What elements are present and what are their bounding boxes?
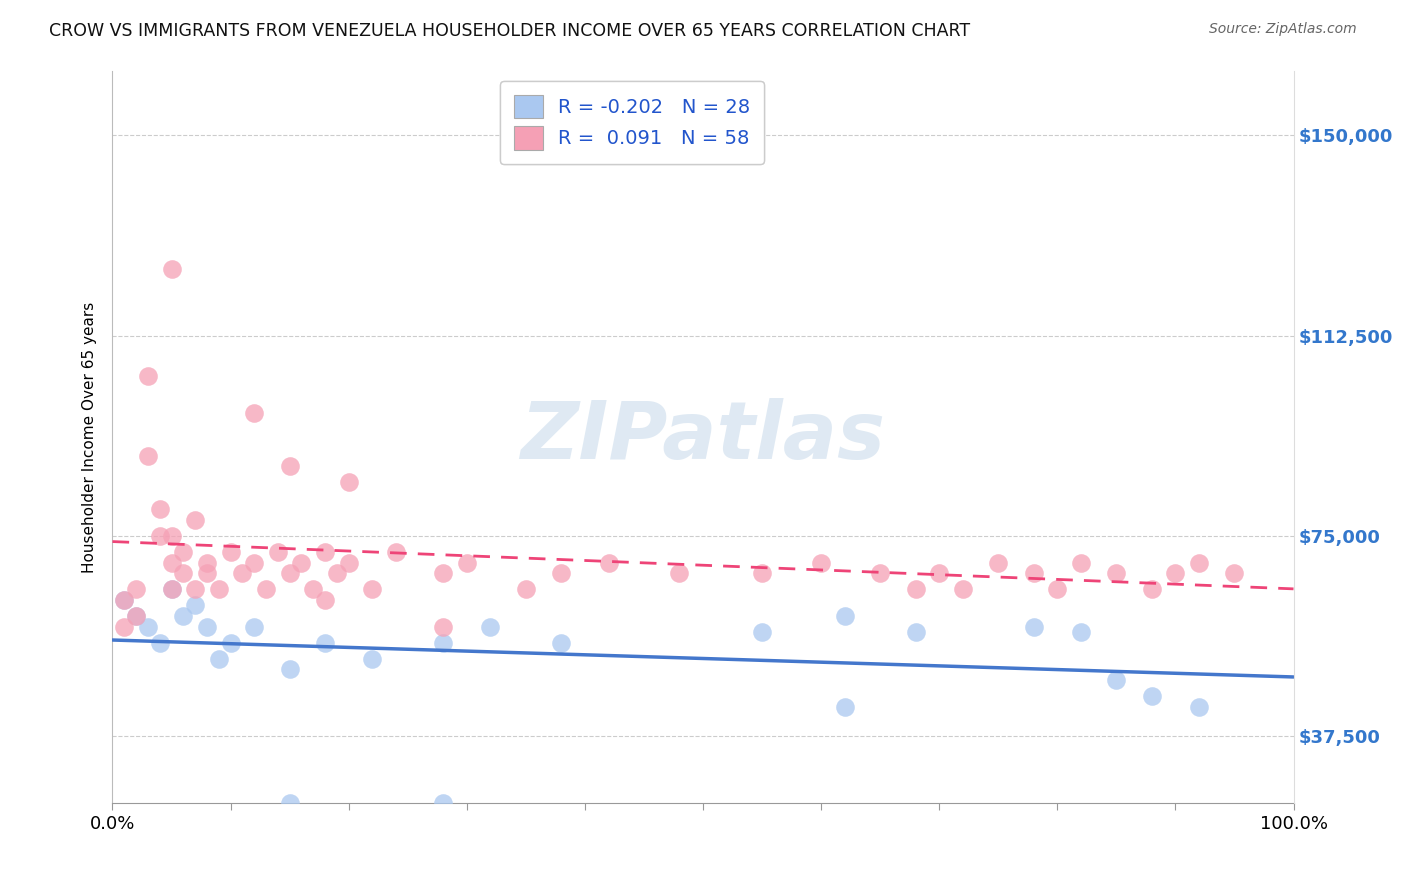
Point bbox=[125, 609, 148, 624]
Point bbox=[160, 556, 183, 570]
Point bbox=[361, 651, 384, 665]
Point bbox=[432, 635, 454, 649]
Point bbox=[904, 582, 927, 597]
Point bbox=[314, 545, 336, 559]
Legend: R = -0.202   N = 28, R =  0.091   N = 58: R = -0.202 N = 28, R = 0.091 N = 58 bbox=[501, 81, 765, 163]
Point bbox=[243, 556, 266, 570]
Text: Source: ZipAtlas.com: Source: ZipAtlas.com bbox=[1209, 22, 1357, 37]
Point bbox=[160, 582, 183, 597]
Point bbox=[456, 556, 478, 570]
Point bbox=[1188, 699, 1211, 714]
Point bbox=[1105, 673, 1128, 687]
Point bbox=[432, 619, 454, 633]
Point bbox=[184, 513, 207, 527]
Point bbox=[1046, 582, 1069, 597]
Point bbox=[231, 566, 253, 581]
Point bbox=[136, 449, 159, 463]
Point bbox=[1022, 619, 1045, 633]
Point bbox=[1140, 689, 1163, 703]
Point bbox=[219, 635, 242, 649]
Point bbox=[479, 619, 502, 633]
Point bbox=[515, 582, 537, 597]
Point bbox=[278, 566, 301, 581]
Point bbox=[278, 662, 301, 676]
Point bbox=[208, 582, 231, 597]
Point bbox=[278, 459, 301, 474]
Point bbox=[810, 556, 832, 570]
Point bbox=[869, 566, 891, 581]
Point bbox=[243, 406, 266, 420]
Point bbox=[195, 556, 218, 570]
Point bbox=[172, 566, 194, 581]
Point bbox=[125, 609, 148, 624]
Point bbox=[550, 635, 572, 649]
Point bbox=[195, 566, 218, 581]
Point bbox=[1164, 566, 1187, 581]
Point bbox=[751, 624, 773, 639]
Point bbox=[1070, 556, 1092, 570]
Point bbox=[337, 475, 360, 490]
Point bbox=[290, 556, 312, 570]
Point bbox=[136, 368, 159, 383]
Point bbox=[314, 593, 336, 607]
Point bbox=[149, 502, 172, 516]
Point bbox=[385, 545, 408, 559]
Point bbox=[1022, 566, 1045, 581]
Point bbox=[668, 566, 690, 581]
Point bbox=[278, 796, 301, 810]
Point bbox=[149, 635, 172, 649]
Point bbox=[598, 556, 620, 570]
Point bbox=[208, 651, 231, 665]
Point bbox=[149, 529, 172, 543]
Point bbox=[172, 545, 194, 559]
Point bbox=[195, 619, 218, 633]
Point bbox=[112, 619, 135, 633]
Point bbox=[112, 593, 135, 607]
Point bbox=[314, 635, 336, 649]
Point bbox=[184, 599, 207, 613]
Point bbox=[1188, 556, 1211, 570]
Point bbox=[302, 582, 325, 597]
Point bbox=[160, 582, 183, 597]
Point bbox=[326, 566, 349, 581]
Point bbox=[160, 529, 183, 543]
Point bbox=[172, 609, 194, 624]
Point bbox=[904, 624, 927, 639]
Point bbox=[254, 582, 277, 597]
Point bbox=[928, 566, 950, 581]
Point bbox=[337, 556, 360, 570]
Point bbox=[1105, 566, 1128, 581]
Point bbox=[432, 566, 454, 581]
Point bbox=[987, 556, 1010, 570]
Point bbox=[267, 545, 290, 559]
Point bbox=[125, 582, 148, 597]
Point bbox=[160, 261, 183, 276]
Y-axis label: Householder Income Over 65 years: Householder Income Over 65 years bbox=[82, 301, 97, 573]
Point bbox=[834, 699, 856, 714]
Point bbox=[136, 619, 159, 633]
Point bbox=[1140, 582, 1163, 597]
Point bbox=[1223, 566, 1246, 581]
Point bbox=[1070, 624, 1092, 639]
Point bbox=[952, 582, 974, 597]
Point bbox=[751, 566, 773, 581]
Point bbox=[112, 593, 135, 607]
Point bbox=[243, 619, 266, 633]
Point bbox=[184, 582, 207, 597]
Point bbox=[834, 609, 856, 624]
Point bbox=[361, 582, 384, 597]
Point bbox=[550, 566, 572, 581]
Text: CROW VS IMMIGRANTS FROM VENEZUELA HOUSEHOLDER INCOME OVER 65 YEARS CORRELATION C: CROW VS IMMIGRANTS FROM VENEZUELA HOUSEH… bbox=[49, 22, 970, 40]
Point bbox=[219, 545, 242, 559]
Point bbox=[432, 796, 454, 810]
Text: ZIPatlas: ZIPatlas bbox=[520, 398, 886, 476]
